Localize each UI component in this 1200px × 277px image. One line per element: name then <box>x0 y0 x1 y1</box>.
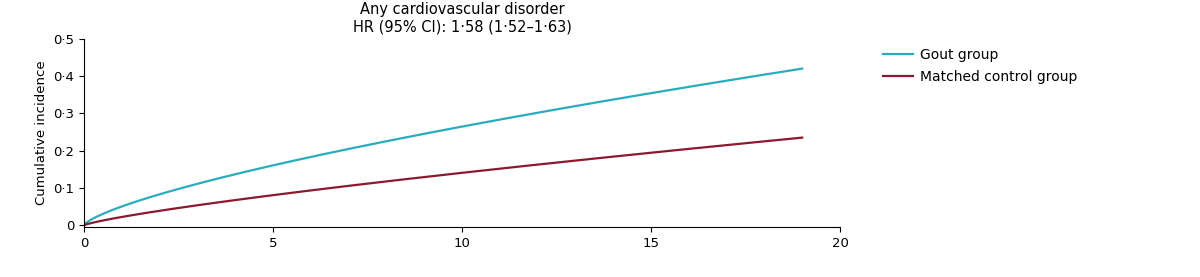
Title: Any cardiovascular disorder
HR (95% CI): 1·58 (1·52–1·63): Any cardiovascular disorder HR (95% CI):… <box>353 2 571 35</box>
Matched control group <box>666 149 680 152</box>
Y-axis label: Cumulative incidence: Cumulative incidence <box>35 61 48 205</box>
Gout group <box>77 224 91 227</box>
Legend: Gout group, Matched control group: Gout group, Matched control group <box>877 42 1084 89</box>
Matched control group <box>796 136 810 139</box>
Gout group <box>418 132 432 135</box>
Matched control group <box>504 166 518 169</box>
Matched control group <box>422 175 437 178</box>
Gout group <box>504 116 518 119</box>
Line: Matched control group: Matched control group <box>84 138 803 225</box>
Matched control group <box>778 138 792 141</box>
Matched control group <box>466 170 480 173</box>
Matched control group <box>418 175 432 179</box>
Gout group <box>796 67 810 70</box>
Line: Gout group: Gout group <box>84 69 803 225</box>
Gout group <box>778 70 792 73</box>
Matched control group <box>77 224 91 227</box>
Gout group <box>466 123 480 126</box>
Gout group <box>422 131 437 134</box>
Gout group <box>666 88 680 91</box>
